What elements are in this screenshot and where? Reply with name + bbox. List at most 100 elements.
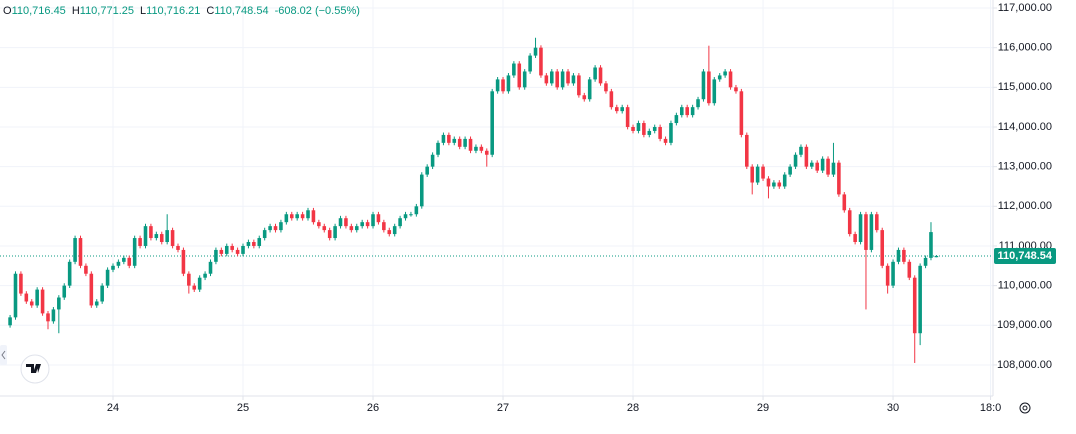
grid — [0, 0, 993, 396]
candle-body — [8, 317, 12, 326]
candle-body — [414, 206, 419, 215]
candle-body — [815, 162, 820, 171]
candle-body — [425, 166, 429, 175]
candle-body — [268, 226, 272, 231]
candle-body — [750, 166, 754, 183]
candle-body — [577, 75, 581, 96]
candle-body — [723, 71, 727, 76]
ohlc-value: 110,716.21 — [146, 5, 200, 17]
candle-body — [46, 313, 50, 322]
candle-body — [241, 245, 245, 254]
candle-body — [837, 162, 841, 195]
candle-body — [197, 277, 202, 290]
candle-body — [842, 194, 847, 211]
candle-body — [484, 150, 489, 155]
candle-body — [631, 126, 635, 131]
candle-body — [810, 162, 814, 167]
candle-body — [522, 71, 527, 88]
candle-body — [804, 146, 809, 167]
candle-body — [257, 238, 262, 246]
candle-body — [235, 249, 240, 254]
candle-body — [831, 162, 836, 175]
candle-body — [777, 182, 782, 187]
collapse-tab[interactable] — [0, 345, 7, 365]
candle-body — [295, 214, 299, 219]
candle-body — [24, 293, 29, 302]
candle-body — [419, 174, 424, 207]
candle-body — [105, 269, 110, 286]
candle-body — [354, 226, 359, 231]
candle-body — [154, 234, 159, 239]
candle-body — [192, 285, 197, 290]
candle-body — [67, 261, 72, 286]
candle-body — [165, 230, 169, 243]
candle-body — [717, 75, 722, 80]
candle-body — [528, 55, 532, 72]
ohlc-header: O110,716.45 H110,771.25 L110,716.21 C110,74… — [3, 5, 360, 17]
candle-body — [127, 257, 132, 266]
candle-body — [604, 83, 608, 92]
candle-body — [929, 232, 933, 258]
settings-icon[interactable] — [1019, 402, 1031, 414]
candle-body — [539, 47, 543, 76]
candle-body — [761, 166, 765, 179]
x-tick-label: 25 — [237, 402, 249, 414]
candle-body — [772, 182, 776, 187]
candle-body — [170, 230, 175, 246]
candle-body — [912, 277, 917, 334]
candle-body — [219, 249, 224, 254]
candle-body — [349, 226, 354, 231]
candle-body — [766, 178, 771, 187]
candle-body — [625, 107, 630, 127]
x-tick-label: 29 — [757, 402, 769, 414]
candle-body — [311, 210, 316, 223]
candle-body — [94, 301, 99, 306]
candle-body — [609, 91, 614, 108]
candle-body — [409, 214, 413, 216]
candle-body — [284, 214, 289, 223]
candle-body — [116, 261, 121, 266]
last-price-label: 110,748.54 — [998, 250, 1053, 262]
candle-body — [934, 255, 939, 258]
candle-body — [187, 273, 191, 286]
candle-body — [923, 257, 928, 266]
candle-body — [755, 166, 760, 183]
candle-body — [100, 285, 104, 302]
candle-body — [398, 218, 402, 227]
candle-body — [858, 214, 863, 243]
candle-body — [62, 285, 67, 298]
candle-body — [652, 126, 657, 131]
tradingview-logo — [20, 354, 50, 384]
candle-body — [734, 87, 738, 92]
candle-body — [73, 238, 77, 262]
y-tick-label: 109,000.00 — [997, 319, 1052, 331]
price-axis-panel — [993, 0, 1076, 429]
candle-body — [13, 273, 18, 318]
x-tick-label: 30 — [887, 402, 899, 414]
candle-body — [452, 138, 457, 143]
ohlc-value: 110,716.45 — [12, 5, 66, 17]
candle-body — [262, 230, 267, 239]
candle-body — [273, 226, 278, 231]
candle-body — [382, 222, 386, 231]
candle-body — [533, 47, 538, 56]
candle-body — [40, 289, 45, 314]
candle-body — [674, 115, 679, 124]
candle-body — [728, 71, 733, 88]
candle-body — [826, 158, 830, 175]
candle-body — [19, 273, 23, 294]
candle-body — [289, 214, 294, 219]
ohlc-label: H — [72, 5, 80, 17]
candle-body — [203, 273, 207, 278]
candle-body — [327, 230, 332, 239]
y-tick-label: 117,000.00 — [998, 2, 1052, 14]
x-tick-label: 27 — [497, 402, 509, 414]
last-price-box — [994, 247, 1056, 264]
candle-body — [306, 210, 310, 219]
candle-body — [138, 238, 142, 246]
time-axis-panel — [0, 396, 993, 429]
candle-body — [208, 261, 213, 274]
candle-body — [317, 222, 321, 227]
candle-body — [246, 242, 251, 246]
